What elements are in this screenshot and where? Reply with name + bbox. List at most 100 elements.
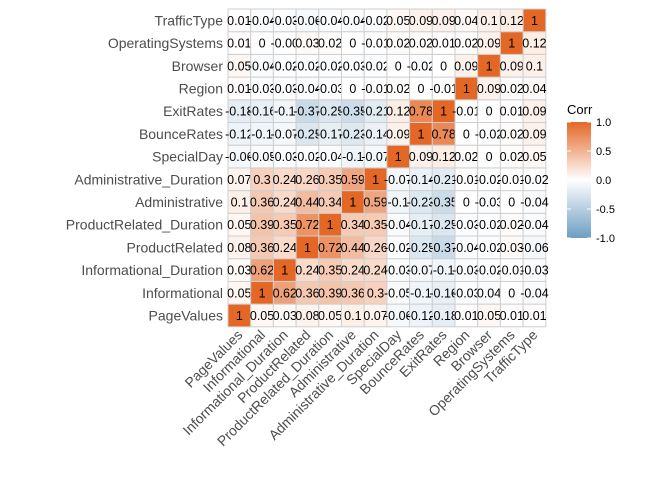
cell-value-label: 0 — [508, 286, 515, 300]
cell-value-label: 0.02 — [500, 218, 524, 232]
cell-value-label: 0.09 — [409, 150, 433, 164]
cell-value-label: -0.06 — [384, 309, 413, 323]
cell-value-label: -0.1 — [342, 150, 364, 164]
cell-value-label: 1 — [327, 218, 334, 232]
cell-value-label: -0.01 — [498, 264, 527, 278]
cell-value-label: 0.1 — [526, 59, 543, 73]
cell-value-label: 0.03 — [273, 309, 297, 323]
cell-value-label: 0.09 — [522, 105, 546, 119]
cell-value-label: -0.21 — [361, 105, 390, 119]
cell-value-label: 0.02 — [500, 150, 524, 164]
cell-value-label: 0.05 — [227, 59, 251, 73]
cell-value-label: 0 — [417, 82, 424, 96]
cell-value-label: 0.26 — [363, 241, 387, 255]
cell-value-label: 0 — [463, 127, 470, 141]
cell-value-label: 0.1 — [231, 195, 248, 209]
cell-value-label: 0.01 — [227, 14, 251, 28]
cell-value-label: -0.03 — [271, 150, 300, 164]
cell-value-label: -0.1 — [410, 286, 432, 300]
cell-value-label: 0.1 — [344, 309, 361, 323]
cell-value-label: 0.05 — [477, 309, 501, 323]
cell-value-label: -0.02 — [475, 264, 504, 278]
cell-value-label: -0.03 — [520, 264, 549, 278]
cell-value-label: 0.07 — [363, 309, 387, 323]
y-tick-label: Administrative_Duration — [74, 171, 223, 187]
cell-value-label: 0.02 — [500, 82, 524, 96]
cell-value-label: 1 — [486, 59, 493, 73]
cell-value-label: 0.36 — [250, 241, 274, 255]
cell-value-label: -0.03 — [452, 264, 481, 278]
y-tick-label: Region — [179, 80, 223, 96]
cell-value-label: 0.02 — [386, 82, 410, 96]
cell-value-label: -0.03 — [475, 195, 504, 209]
cell-value-label: -0.04 — [316, 150, 345, 164]
cell-value-label: 0.05 — [522, 150, 546, 164]
y-tick-label: PageValues — [149, 307, 223, 323]
cell-value-label: 1 — [236, 309, 243, 323]
cell-value-label: 0.05 — [227, 218, 251, 232]
cell-value-label: 0.09 — [454, 59, 478, 73]
y-tick-label: OperatingSystems — [108, 35, 223, 51]
cell-value-label: 0.36 — [295, 286, 319, 300]
cell-value-label: 0.09 — [477, 37, 501, 51]
legend-tick-label: -1.0 — [596, 233, 615, 245]
cell-value-label: -0.02 — [520, 173, 549, 187]
legend-tick-label: -0.5 — [596, 204, 615, 216]
cell-value-label: 0 — [486, 105, 493, 119]
cell-value-label: -0.14 — [361, 127, 390, 141]
legend-tick-label: 0.0 — [596, 175, 611, 187]
cell-value-label: -0.02 — [475, 218, 504, 232]
cell-value-label: 1 — [417, 127, 424, 141]
cell-value-label: 1 — [463, 82, 470, 96]
cell-value-label: 0.05 — [318, 309, 342, 323]
cell-value-label: 0.04 — [477, 286, 501, 300]
cell-value-label: -0.01 — [429, 82, 458, 96]
cell-value-label: -0.25 — [316, 105, 345, 119]
cell-value-label: 0.12 — [500, 14, 524, 28]
cell-value-label: -0.18 — [429, 309, 458, 323]
cell-value-label: 0.09 — [409, 14, 433, 28]
y-tick-label: Informational — [142, 285, 223, 301]
cell-value-label: 0.05 — [250, 309, 274, 323]
cell-value-label: -0.03 — [384, 264, 413, 278]
cell-value-label: -0.21 — [429, 173, 458, 187]
cell-value-label: 0.02 — [386, 37, 410, 51]
cell-value-label: -0.02 — [361, 14, 390, 28]
cell-value-label: -0.03 — [248, 82, 277, 96]
cell-value-label: -0.16 — [429, 286, 458, 300]
y-tick-label: SpecialDay — [152, 149, 223, 165]
cell-value-label: -0.12 — [407, 309, 436, 323]
cell-value-label: 0.01 — [454, 309, 478, 323]
cell-value-label: -0.03 — [316, 82, 345, 96]
cell-value-label: 0.44 — [341, 241, 365, 255]
cell-value-label: 0.01 — [227, 37, 251, 51]
cell-value-label: 0.03 — [295, 37, 319, 51]
legend-tick-label: 1.0 — [596, 117, 611, 129]
cell-value-label: -0.25 — [293, 127, 322, 141]
cell-value-label: -0.02 — [293, 59, 322, 73]
cell-value-label: -0.37 — [429, 241, 458, 255]
cell-value-label: 0.35 — [318, 173, 342, 187]
y-tick-label: ProductRelated — [126, 239, 223, 255]
cell-value-label: 0.59 — [363, 195, 387, 209]
cell-value-label: 0.08 — [227, 241, 251, 255]
y-tick-label: BounceRates — [139, 126, 223, 142]
cell-value-label: 0.01 — [500, 105, 524, 119]
y-tick-label: TrafficType — [155, 12, 224, 28]
cell-value-label: -0.02 — [475, 173, 504, 187]
cell-value-label: 0.01 — [522, 309, 546, 323]
cell-value-label: 0.03 — [500, 241, 524, 255]
cell-value-label: 0.09 — [431, 14, 455, 28]
cell-value-label: -0.04 — [339, 14, 368, 28]
cell-value-label: 0.36 — [341, 286, 365, 300]
cell-value-label: 0.3 — [367, 286, 384, 300]
y-axis-labels: PageValues Informational Informational_Dur… — [66, 12, 224, 323]
cell-value-label: 0.39 — [250, 218, 274, 232]
cell-value-label: 0.02 — [409, 37, 433, 51]
cell-value-label: 0.35 — [273, 218, 297, 232]
cell-value-label: 0.03 — [227, 264, 251, 278]
cell-value-label: -0.04 — [316, 14, 345, 28]
cell-value-label: 1 — [304, 241, 311, 255]
cell-value-label: -0.02 — [361, 59, 390, 73]
cell-value-label: -0.25 — [429, 218, 458, 232]
